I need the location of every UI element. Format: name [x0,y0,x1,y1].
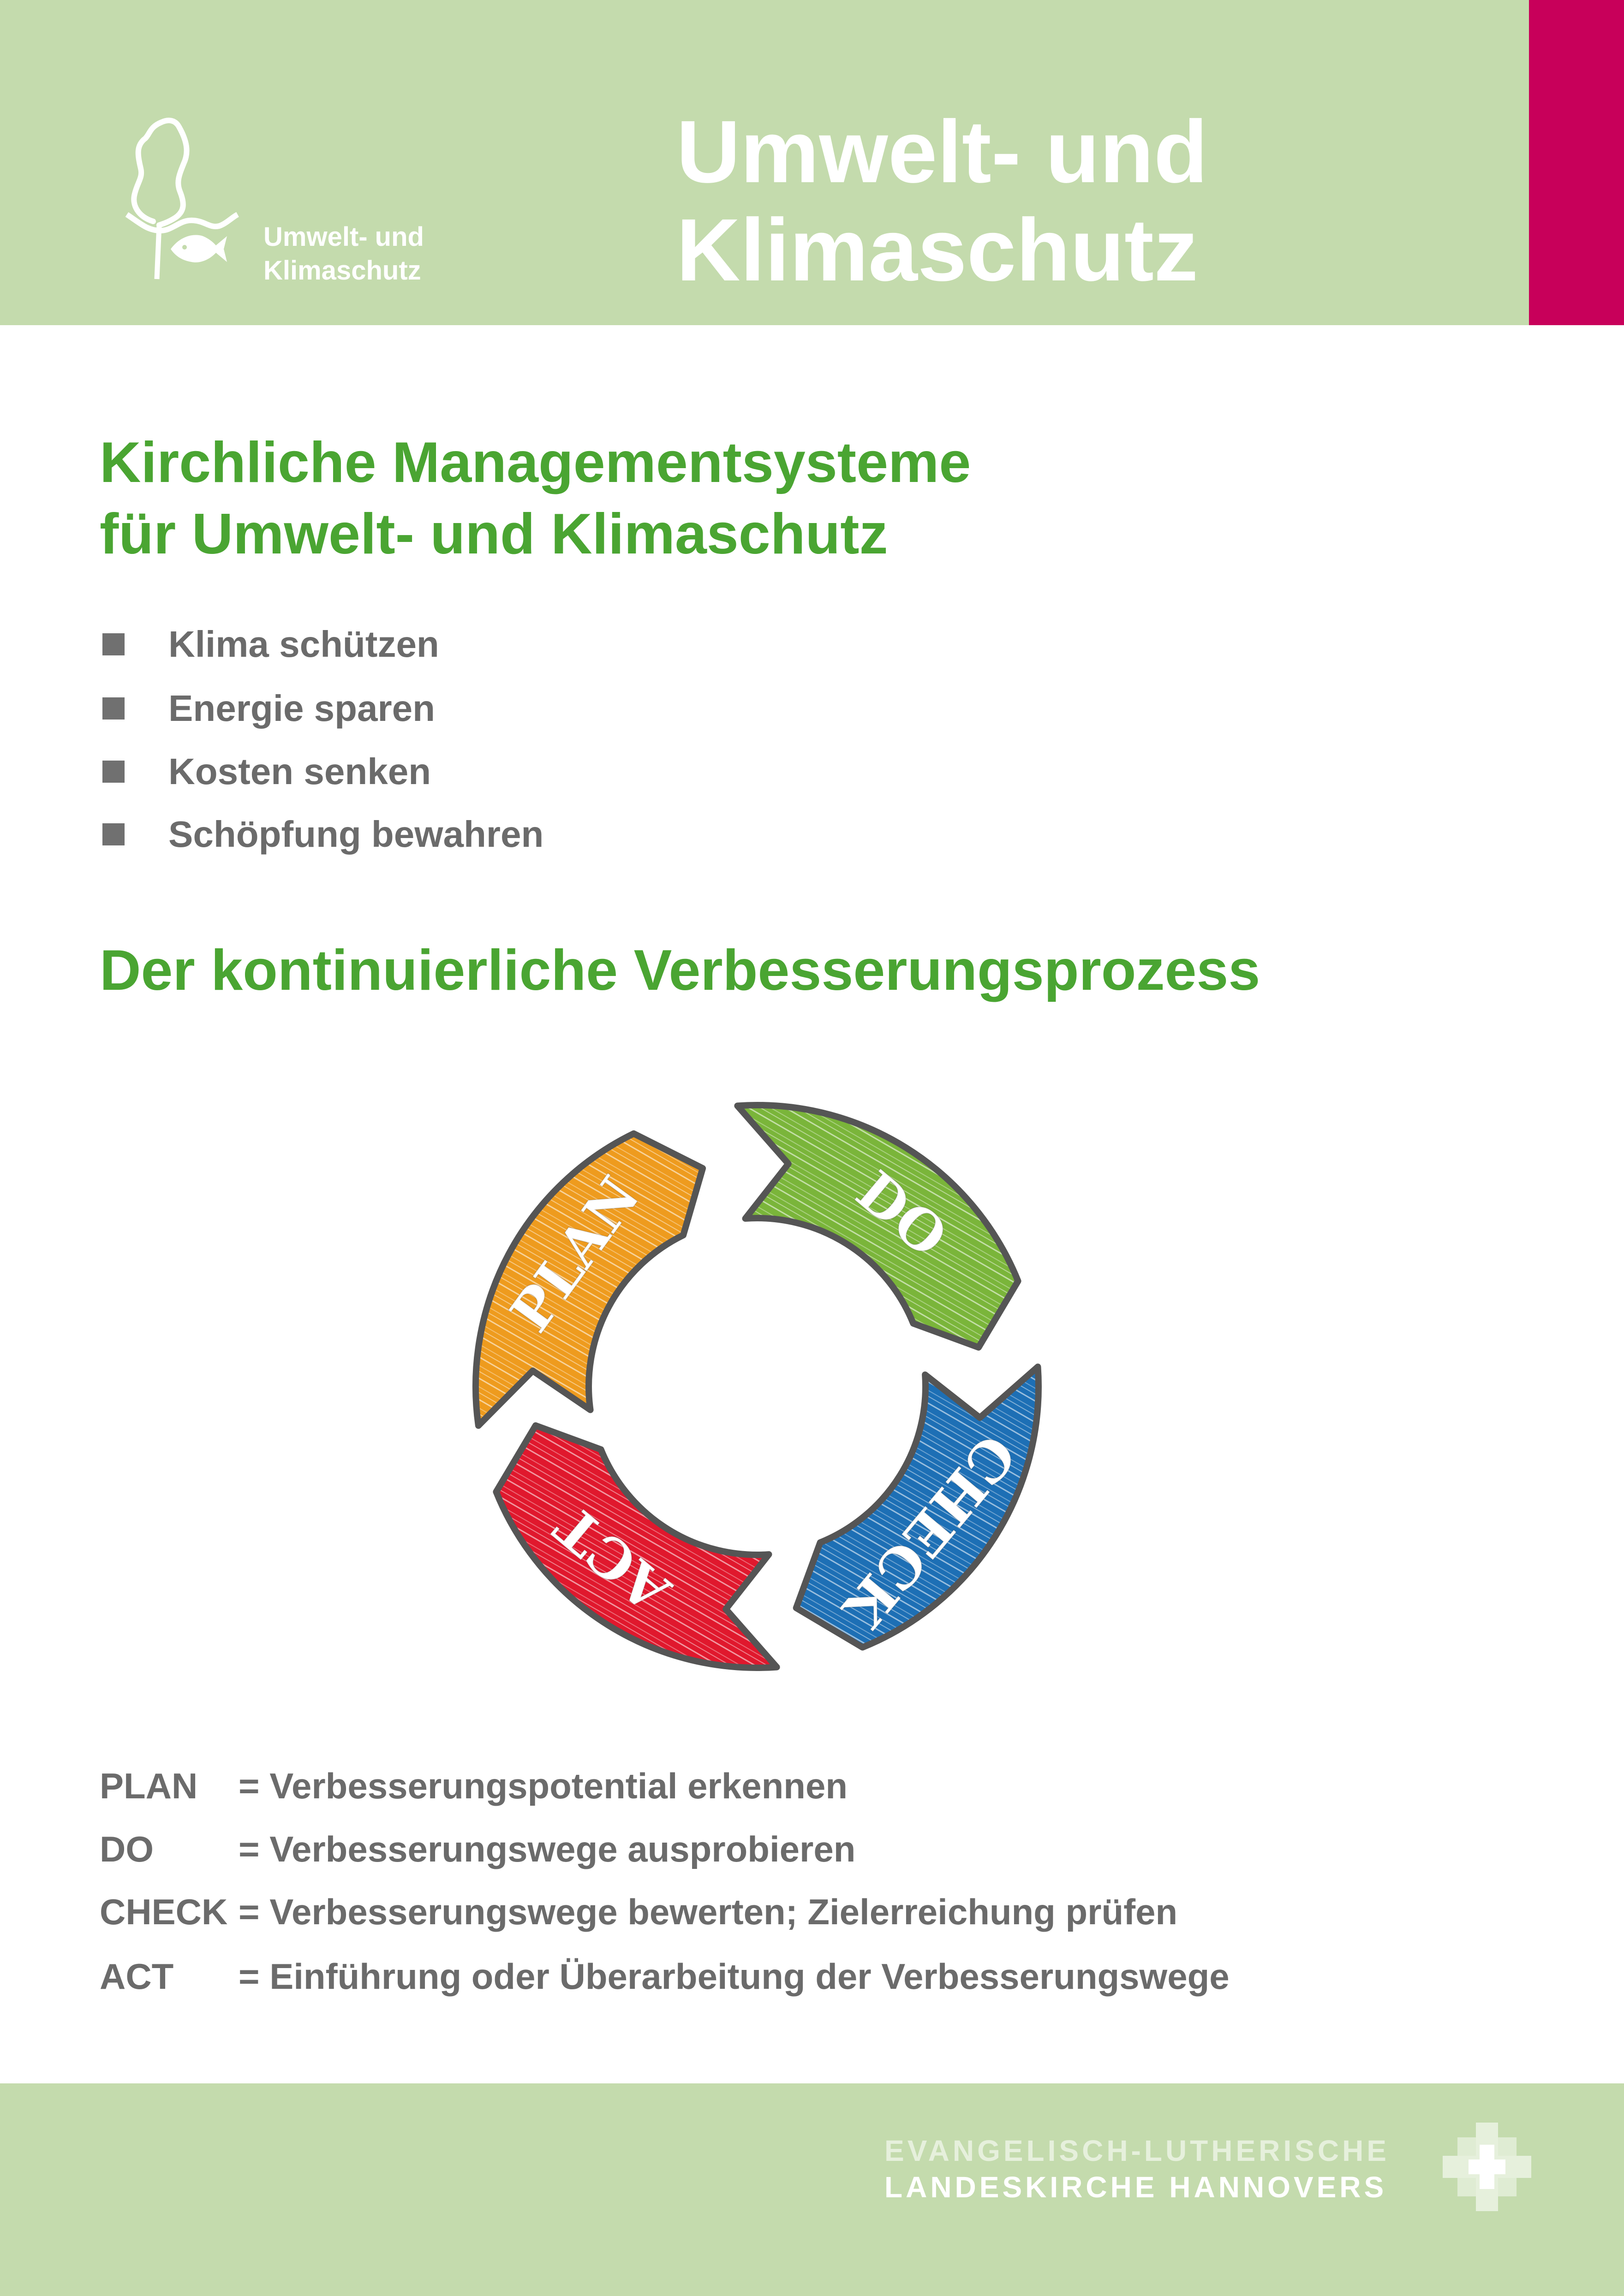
legend-value: = Verbesserungspotential erkennen [239,1766,848,1806]
footer-line2: LANDESKIRCHE HANNOVERS [884,2171,1387,2204]
bullet-item: Energie sparen [168,688,436,729]
section1-title-line1: Kirchliche Managementsysteme [100,431,971,494]
header-band [0,0,1624,325]
cycle-segment-do [734,1102,1021,1351]
cycle-segment-check [793,1363,1042,1651]
tree-fish-icon [125,118,239,280]
bullet-square [102,823,125,845]
cycle-segment-plan [472,1130,706,1429]
footer-band [0,2083,1624,2296]
legend-value: = Verbesserungswege bewerten; Zielerreic… [239,1892,1178,1932]
legend-key: ACT [100,1956,174,1997]
logo-text-line1: Umwelt- und [263,222,424,252]
cycle-segment-act [493,1422,780,1671]
legend-key: PLAN [100,1766,198,1806]
section1-title-line2: für Umwelt- und Klimaschutz [100,502,888,566]
bullet-square [102,697,125,720]
bullet-item: Schöpfung bewahren [168,814,544,855]
section2-title: Der kontinuierliche Verbesserungsprozess [100,939,1260,1002]
legend-value: = Verbesserungswege ausprobieren [239,1829,856,1869]
bullet-square [102,633,125,655]
bullet-item: Klima schützen [168,624,439,665]
header-title-line1: Umwelt- und [676,102,1208,201]
legend-key: CHECK [100,1892,228,1932]
bullet-item: Kosten senken [168,751,431,792]
legend-key: DO [100,1829,154,1869]
footer-line1: EVANGELISCH-LUTHERISCHE [884,2134,1390,2167]
cross-icon [1443,2123,1531,2211]
header-title-line2: Klimaschutz [676,200,1198,299]
logo-text-line2: Klimaschutz [263,256,421,286]
legend-value: = Einführung oder Überarbeitung der Verb… [239,1956,1230,1997]
bullet-square [102,761,125,783]
accent-bar [1529,0,1624,325]
